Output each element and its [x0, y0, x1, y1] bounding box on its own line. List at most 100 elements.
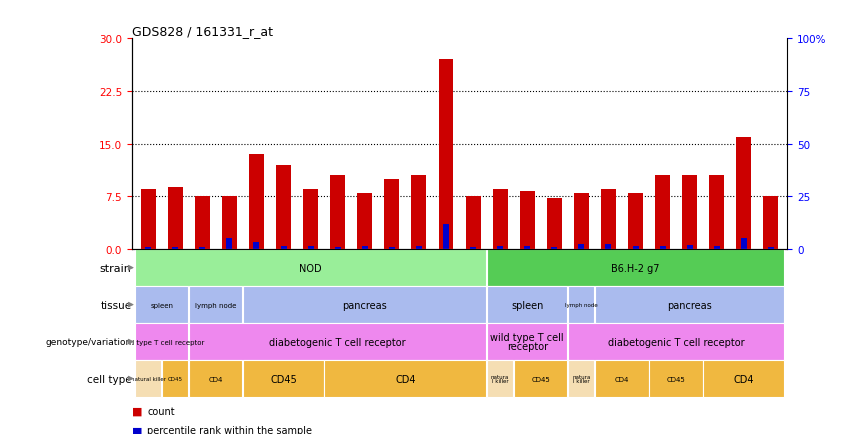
Bar: [438, 60, 454, 250]
Bar: [660, 247, 665, 250]
Bar: [254, 242, 260, 250]
Bar: [222, 197, 237, 250]
Bar: [568, 324, 784, 360]
Bar: [330, 176, 346, 250]
Text: GDS828 / 161331_r_at: GDS828 / 161331_r_at: [132, 25, 273, 38]
Text: lymph node: lymph node: [195, 302, 237, 308]
Bar: [324, 361, 486, 397]
Text: pancreas: pancreas: [342, 300, 387, 310]
Text: cell type: cell type: [87, 374, 131, 384]
Bar: [172, 247, 178, 250]
Bar: [357, 194, 372, 250]
Bar: [574, 194, 589, 250]
Text: pancreas: pancreas: [667, 300, 712, 310]
Bar: [595, 287, 784, 323]
Bar: [487, 287, 568, 323]
Bar: [632, 247, 638, 250]
Bar: [649, 361, 703, 397]
Bar: [628, 194, 643, 250]
Text: natura
l killer: natura l killer: [572, 374, 591, 384]
Bar: [199, 247, 205, 250]
Bar: [595, 361, 648, 397]
Bar: [189, 361, 243, 397]
Bar: [243, 287, 486, 323]
Bar: [334, 247, 340, 250]
Bar: [763, 197, 779, 250]
Bar: [443, 224, 449, 250]
Text: ■: ■: [132, 425, 142, 434]
Bar: [416, 247, 422, 250]
Text: CD45: CD45: [168, 376, 183, 381]
Bar: [249, 155, 264, 250]
Bar: [524, 247, 530, 250]
Text: count: count: [147, 406, 174, 416]
Text: diabetogenic T cell receptor: diabetogenic T cell receptor: [270, 337, 406, 347]
Bar: [189, 287, 243, 323]
Text: CD45: CD45: [531, 376, 550, 381]
Bar: [134, 361, 161, 397]
Bar: [308, 247, 313, 250]
Bar: [470, 247, 476, 250]
Text: tissue: tissue: [100, 300, 131, 310]
Bar: [655, 176, 670, 250]
Bar: [487, 324, 568, 360]
Bar: [362, 247, 368, 250]
Bar: [487, 361, 513, 397]
Bar: [568, 361, 594, 397]
Bar: [579, 244, 585, 250]
Text: CD4: CD4: [395, 374, 415, 384]
Bar: [768, 247, 774, 250]
Bar: [134, 287, 188, 323]
Text: diabetogenic T cell receptor: diabetogenic T cell receptor: [608, 337, 745, 347]
Bar: [703, 361, 784, 397]
Bar: [226, 238, 232, 250]
Bar: [385, 179, 399, 250]
Bar: [146, 247, 151, 250]
Text: B6.H-2 g7: B6.H-2 g7: [611, 263, 660, 273]
Text: natura
l killer: natura l killer: [491, 374, 510, 384]
Bar: [168, 188, 183, 250]
Text: lymph node: lymph node: [565, 302, 597, 307]
Bar: [710, 176, 724, 250]
Bar: [195, 197, 209, 250]
Text: genotype/variation: genotype/variation: [45, 337, 131, 346]
Text: ■: ■: [132, 406, 142, 416]
Bar: [497, 247, 503, 250]
Bar: [134, 250, 486, 286]
Text: wild type T cell
receptor: wild type T cell receptor: [490, 332, 564, 352]
Text: CD4: CD4: [614, 376, 629, 381]
Bar: [465, 197, 481, 250]
Bar: [281, 247, 287, 250]
Bar: [520, 192, 534, 250]
Bar: [547, 199, 562, 250]
Bar: [606, 244, 611, 250]
Bar: [514, 361, 568, 397]
Text: CD4: CD4: [208, 376, 223, 381]
Bar: [551, 247, 557, 250]
Text: strain: strain: [100, 263, 131, 273]
Bar: [683, 176, 697, 250]
Text: CD45: CD45: [270, 374, 297, 384]
Bar: [601, 190, 616, 250]
Bar: [162, 361, 188, 397]
Bar: [736, 137, 751, 250]
Bar: [389, 247, 395, 250]
Bar: [134, 324, 188, 360]
Text: wild type T cell receptor: wild type T cell receptor: [119, 339, 204, 345]
Bar: [412, 176, 426, 250]
Text: spleen: spleen: [150, 302, 174, 308]
Text: natural killer: natural killer: [131, 376, 166, 381]
Bar: [687, 245, 693, 250]
Text: CD4: CD4: [734, 374, 754, 384]
Bar: [303, 190, 318, 250]
Bar: [741, 238, 747, 250]
Bar: [714, 247, 720, 250]
Bar: [568, 287, 594, 323]
Bar: [493, 190, 507, 250]
Bar: [243, 361, 323, 397]
Text: NOD: NOD: [300, 263, 322, 273]
Bar: [189, 324, 486, 360]
Text: CD45: CD45: [667, 376, 686, 381]
Text: percentile rank within the sample: percentile rank within the sample: [147, 425, 312, 434]
Bar: [487, 250, 784, 286]
